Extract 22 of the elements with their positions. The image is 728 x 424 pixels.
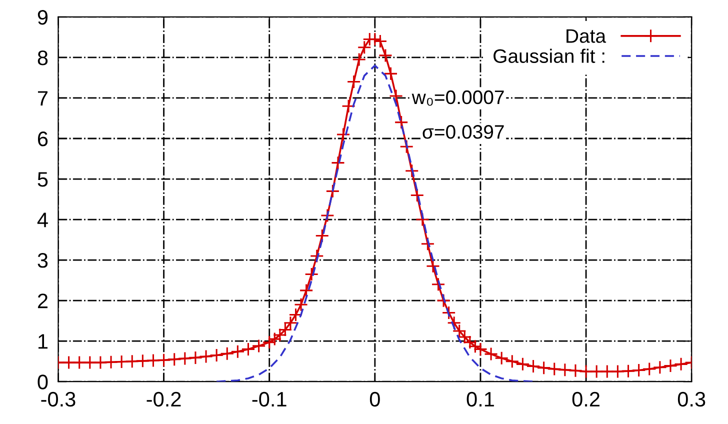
x-tick-label: 0.1 (466, 392, 494, 407)
x-tick-label: 0.3 (678, 392, 706, 407)
y-tick-label: 9 (38, 10, 48, 25)
y-tick-label: 2 (38, 294, 48, 308)
y-tick-label: 8 (38, 50, 48, 66)
y-tick-label: 1 (38, 334, 48, 349)
y-tick-label: 7 (38, 91, 48, 106)
y-tick-label: 6 (38, 132, 48, 146)
annotation: σ=0.0397 (422, 125, 504, 139)
annotation: w₀=0.0007 (412, 90, 504, 106)
legend-label: Data (566, 29, 606, 43)
x-tick-label: -0.3 (41, 392, 76, 407)
legend-label: Gaussian fit : (494, 48, 604, 63)
x-tick-label: -0.2 (146, 392, 181, 407)
y-tick-label: 4 (37, 212, 48, 228)
y-tick-label: 5 (38, 172, 48, 187)
y-tick-label: 0 (38, 374, 48, 390)
line-series (216, 64, 534, 382)
x-tick-label: -0.1 (252, 392, 286, 407)
y-tick-label: 3 (38, 253, 48, 268)
x-tick-label: 0 (370, 392, 380, 407)
x-tick-label: 0.2 (572, 392, 600, 407)
